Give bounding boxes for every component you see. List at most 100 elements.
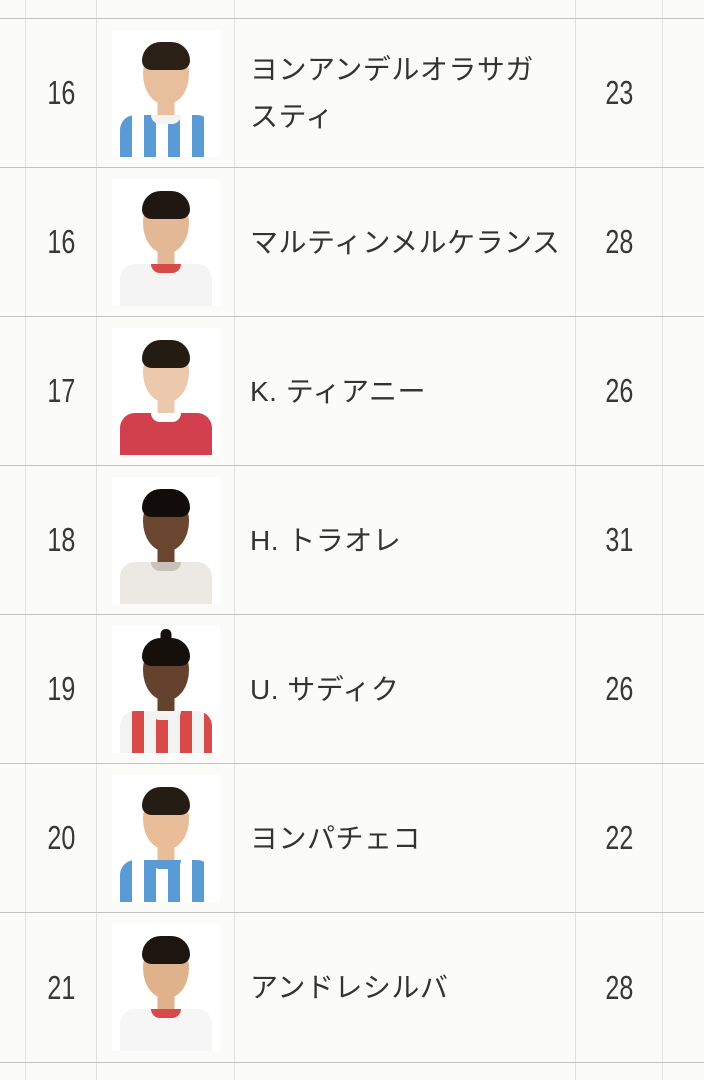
player-name: アンドレシルバ [250, 972, 449, 1003]
jersey-number-cell: 16 [26, 168, 97, 316]
player-row[interactable]: 20 ヨンパチェコ 22 [0, 764, 704, 913]
jersey-number: 16 [47, 223, 75, 260]
jersey-number: 17 [47, 372, 75, 409]
avatar-collar [150, 710, 181, 720]
player-photo [111, 924, 220, 1051]
spacer-cell [0, 913, 26, 1062]
player-name-cell: アンドレシルバ [235, 913, 576, 1062]
spacer-cell [0, 0, 26, 18]
jersey-number: 16 [47, 74, 75, 111]
age-cell [576, 1063, 663, 1080]
table-row-partial-top [0, 0, 704, 19]
player-name-cell: U. サディク [235, 615, 576, 763]
player-name: マルティンメルケランス [250, 226, 561, 258]
age-cell: 26 [576, 615, 663, 763]
photo-cell [97, 168, 235, 316]
jersey-number-cell: 16 [26, 19, 97, 167]
photo-cell [97, 615, 235, 763]
age-cell: 28 [576, 913, 663, 1062]
photo-cell [97, 1063, 235, 1080]
player-row[interactable]: 16 ヨンアンデルオラサガスティ 23 [0, 19, 704, 168]
avatar-collar [150, 412, 181, 422]
player-name: ヨンパチェコ [250, 822, 422, 854]
age-cell: 31 [576, 466, 663, 614]
player-age: 31 [605, 521, 633, 558]
jersey-number-cell: 20 [26, 764, 97, 912]
player-name-cell: ヨンパチェコ [235, 764, 576, 912]
player-name: ヨンアンデルオラサガスティ [250, 54, 534, 132]
photo-cell [97, 466, 235, 614]
player-name-cell [235, 1063, 576, 1080]
age-cell [576, 0, 663, 18]
player-row[interactable]: 21 アンドレシルバ 28 [0, 913, 704, 1063]
jersey-number-cell: 21 [26, 913, 97, 1062]
spacer-cell [0, 168, 26, 316]
avatar-hair-tuft [160, 628, 171, 645]
player-photo [111, 625, 220, 753]
player-age: 28 [605, 223, 633, 260]
spacer-cell [663, 317, 704, 465]
photo-cell [97, 317, 235, 465]
photo-cell [97, 764, 235, 912]
spacer-cell [663, 0, 704, 18]
jersey-number-cell: 19 [26, 615, 97, 763]
player-photo [111, 774, 220, 902]
avatar-hair [141, 936, 190, 964]
jersey-number-cell: 17 [26, 317, 97, 465]
player-row[interactable]: 17 K. ティアニー 26 [0, 317, 704, 466]
photo-cell [97, 0, 235, 18]
avatar-hair [141, 190, 190, 219]
avatar-hair [141, 637, 190, 666]
player-age: 26 [605, 670, 633, 707]
player-age: 26 [605, 372, 633, 409]
spacer-cell [0, 1063, 26, 1080]
jersey-number: 20 [47, 819, 75, 856]
age-cell: 22 [576, 764, 663, 912]
jersey-number-cell [26, 0, 97, 18]
photo-cell [97, 19, 235, 167]
spacer-cell [663, 466, 704, 614]
spacer-cell [0, 19, 26, 167]
player-name-cell: マルティンメルケランス [235, 168, 576, 316]
avatar-collar [150, 1009, 181, 1018]
player-name-cell [235, 0, 576, 18]
player-name: U. サディク [250, 673, 400, 705]
spacer-cell [0, 466, 26, 614]
avatar-hair [141, 339, 190, 368]
player-name: H. トラオレ [250, 524, 402, 556]
spacer-cell [663, 1063, 704, 1080]
player-name-cell: H. トラオレ [235, 466, 576, 614]
avatar-collar [150, 263, 181, 273]
table-row-partial-bottom [0, 1063, 704, 1080]
jersey-number-cell: 18 [26, 466, 97, 614]
spacer-cell [663, 913, 704, 1062]
player-name-cell: ヨンアンデルオラサガスティ [235, 19, 576, 167]
player-age: 22 [605, 819, 633, 856]
spacer-cell [663, 168, 704, 316]
spacer-cell [0, 615, 26, 763]
player-name: K. ティアニー [250, 375, 426, 407]
jersey-number: 21 [47, 968, 75, 1006]
player-name-cell: K. ティアニー [235, 317, 576, 465]
player-photo [111, 29, 220, 157]
player-photo [111, 178, 220, 306]
avatar-hair [141, 488, 190, 517]
age-cell: 23 [576, 19, 663, 167]
player-row[interactable]: 18 H. トラオレ 31 [0, 466, 704, 615]
age-cell: 28 [576, 168, 663, 316]
spacer-cell [0, 764, 26, 912]
avatar-collar [150, 114, 181, 124]
age-cell: 26 [576, 317, 663, 465]
photo-cell [97, 913, 235, 1062]
jersey-number-cell [26, 1063, 97, 1080]
avatar-hair [141, 41, 190, 70]
spacer-cell [663, 764, 704, 912]
player-age: 23 [605, 74, 633, 111]
avatar-collar [150, 859, 181, 869]
spacer-cell [663, 615, 704, 763]
jersey-number: 19 [47, 670, 75, 707]
player-row[interactable]: 19 U. サディク 26 [0, 615, 704, 764]
player-age: 28 [605, 968, 633, 1006]
player-row[interactable]: 16 マルティンメルケランス 28 [0, 168, 704, 317]
